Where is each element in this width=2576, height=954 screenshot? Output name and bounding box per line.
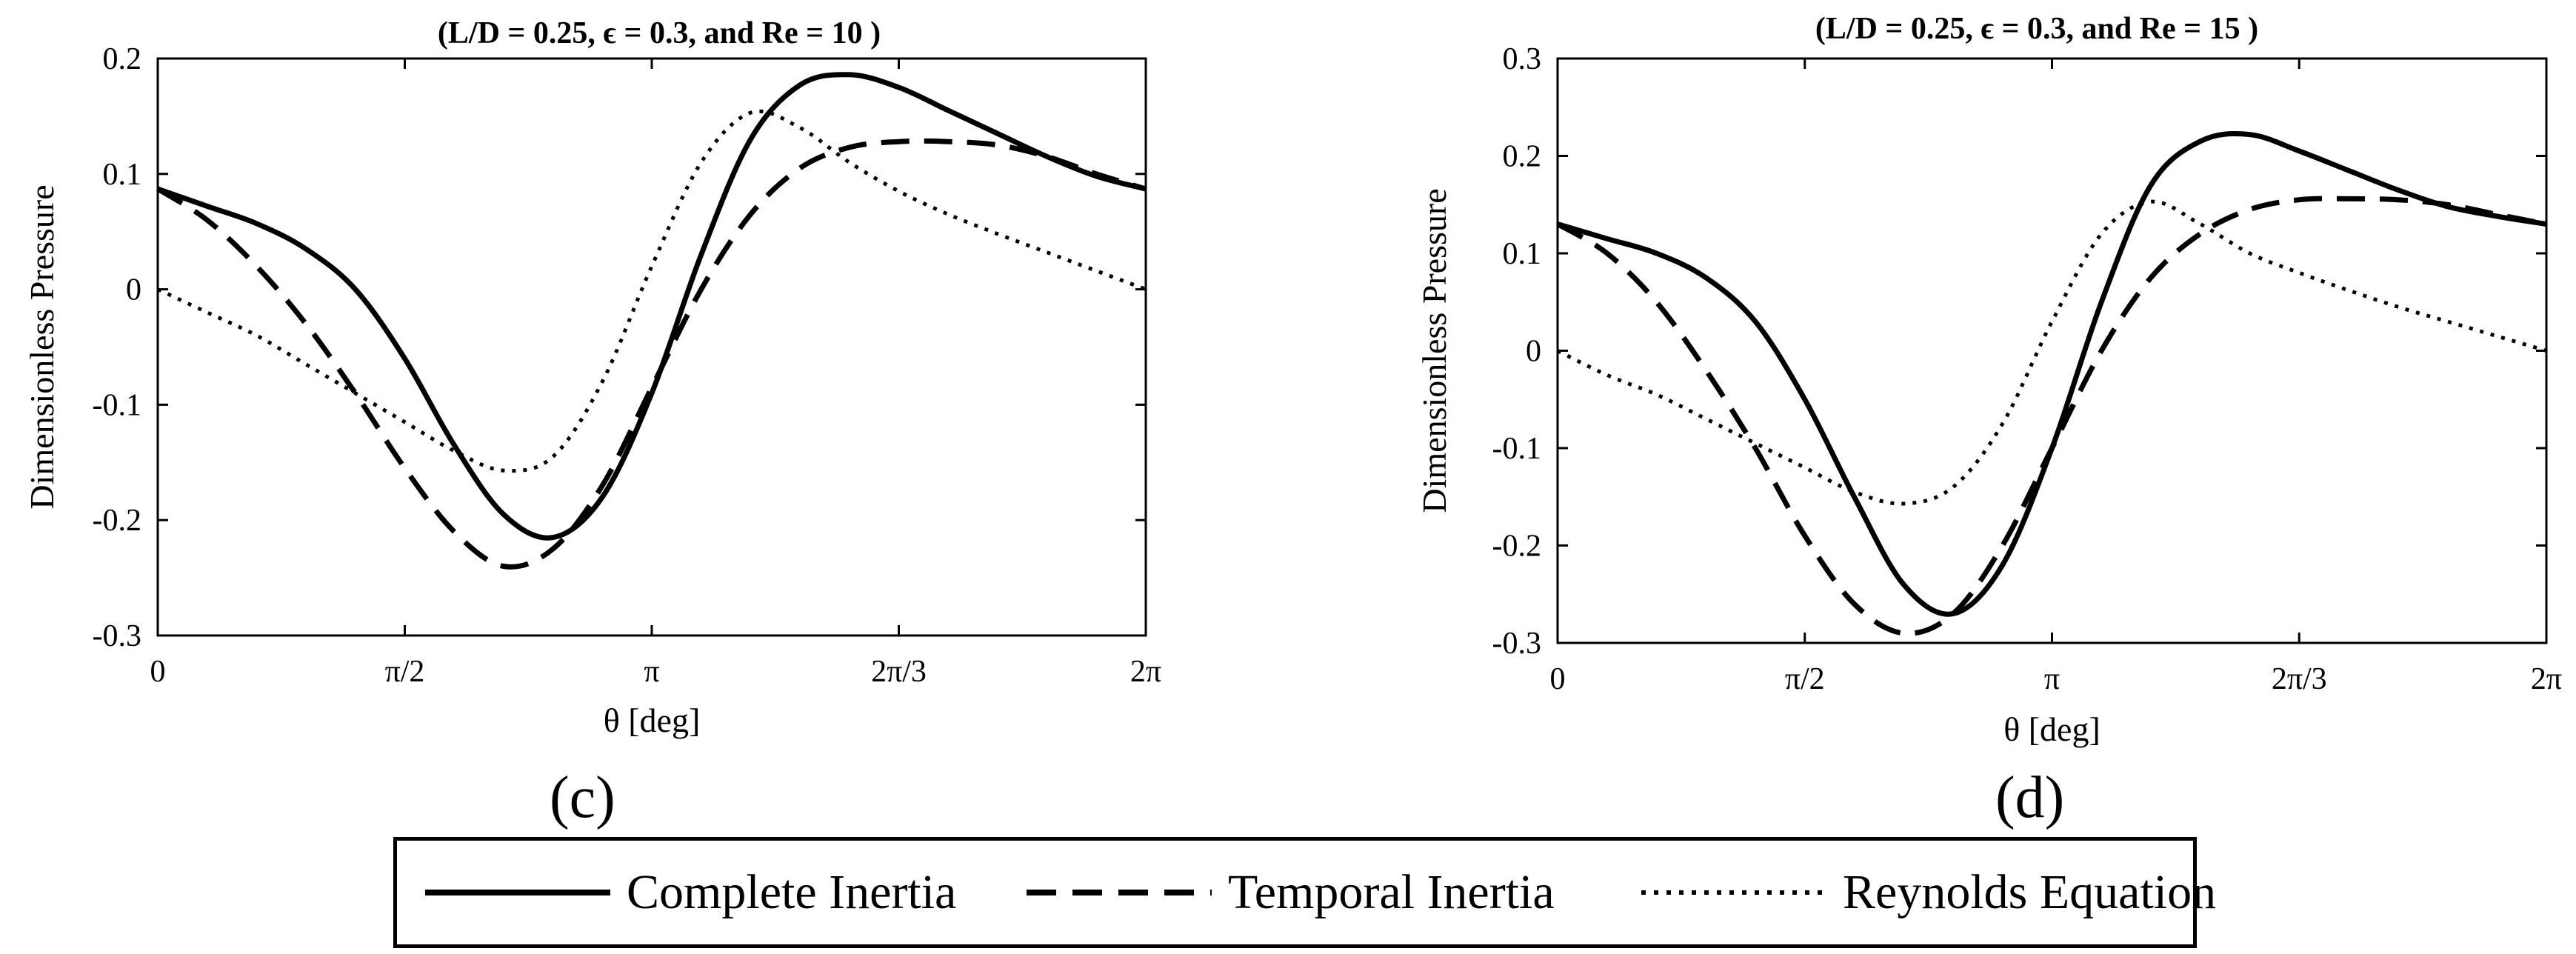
x-tick-label: 2π/3 — [2272, 662, 2327, 696]
legend-label-reynolds-equation: Reynolds Equation — [1843, 865, 2217, 919]
chart-title: (L/D = 0.25, ϵ = 0.3, and Re = 15 ) — [1815, 12, 2258, 46]
chart-c-plot: (L/D = 0.25, ϵ = 0.3, and Re = 10 ) 0 π/2 π… — [23, 16, 1161, 739]
plot-frame — [1556, 57, 2548, 644]
y-tick-label: 0 — [126, 273, 141, 307]
y-tick-label: 0.3 — [1503, 42, 1542, 76]
x-tick-label: π — [644, 655, 659, 689]
panel-label-c: (c) — [550, 765, 615, 830]
series-line-reynolds-equation — [1556, 199, 2547, 506]
chart-d-plot: (L/D = 0.25, ϵ = 0.3, and Re = 15 ) 0 π/2 π… — [1415, 12, 2562, 748]
y-tick-label: 0.2 — [103, 42, 142, 76]
legend-item-reynolds-equation: Reynolds Equation — [1641, 841, 2216, 944]
chart-legend: Complete Inertia Temporal Inertia Reynol… — [393, 837, 2216, 948]
chart-title: (L/D = 0.25, ϵ = 0.3, and Re = 10 ) — [438, 16, 881, 50]
legend-line-dotted — [1641, 890, 1826, 895]
y-tick-label: -0.3 — [93, 619, 142, 653]
y-axis-label: Dimensionless Pressure — [1415, 188, 1453, 513]
series-line-reynolds-equation — [156, 109, 1147, 473]
y-tick-label: -0.3 — [1492, 627, 1542, 661]
legend-item-temporal-inertia: Temporal Inertia — [1027, 841, 1555, 944]
y-tick-label: 0.1 — [1503, 237, 1542, 271]
y-tick-label: -0.1 — [1492, 432, 1542, 466]
panel-label-d: (d) — [1995, 765, 2065, 830]
y-tick-label: 0.1 — [103, 158, 142, 192]
x-axis-label: θ [deg] — [2003, 710, 2100, 748]
series-line-temporal-inertia — [156, 138, 1147, 570]
series-line-temporal-inertia — [1556, 196, 2547, 636]
y-tick-label: -0.2 — [93, 504, 142, 538]
legend-item-complete-inertia: Complete Inertia — [425, 841, 956, 944]
legend-label-complete-inertia: Complete Inertia — [627, 865, 957, 919]
y-tick-label: -0.2 — [1492, 530, 1542, 564]
plot-frame — [156, 57, 1147, 637]
x-tick-label: π — [2044, 662, 2060, 696]
y-tick-label: 0 — [1526, 335, 1541, 369]
y-tick-label: 0.2 — [1503, 140, 1542, 174]
y-tick-label: -0.1 — [93, 388, 142, 422]
x-tick-label: 2π/3 — [871, 655, 927, 689]
legend-line-solid — [425, 890, 610, 895]
chart-panel-c: (L/D = 0.25, ϵ = 0.3, and Re = 10 ) 0 π/2 π… — [0, 0, 1185, 844]
x-tick-label: 0 — [1550, 662, 1566, 696]
legend-label-temporal-inertia: Temporal Inertia — [1228, 865, 1555, 919]
x-tick-label: π/2 — [385, 655, 425, 689]
chart-panel-d: (L/D = 0.25, ϵ = 0.3, and Re = 15 ) 0 π/2 π… — [1392, 0, 2576, 844]
x-tick-label: π/2 — [1785, 662, 1825, 696]
x-tick-label: 0 — [150, 655, 166, 689]
x-axis-label: θ [deg] — [604, 701, 701, 739]
y-axis-label: Dimensionless Pressure — [23, 184, 61, 509]
series-line-complete-inertia — [156, 72, 1147, 541]
series-line-complete-inertia — [1557, 130, 2547, 617]
x-tick-label: 2π — [2531, 662, 2562, 696]
legend-line-dashed — [1027, 890, 1212, 895]
x-tick-label: 2π — [1130, 655, 1161, 689]
